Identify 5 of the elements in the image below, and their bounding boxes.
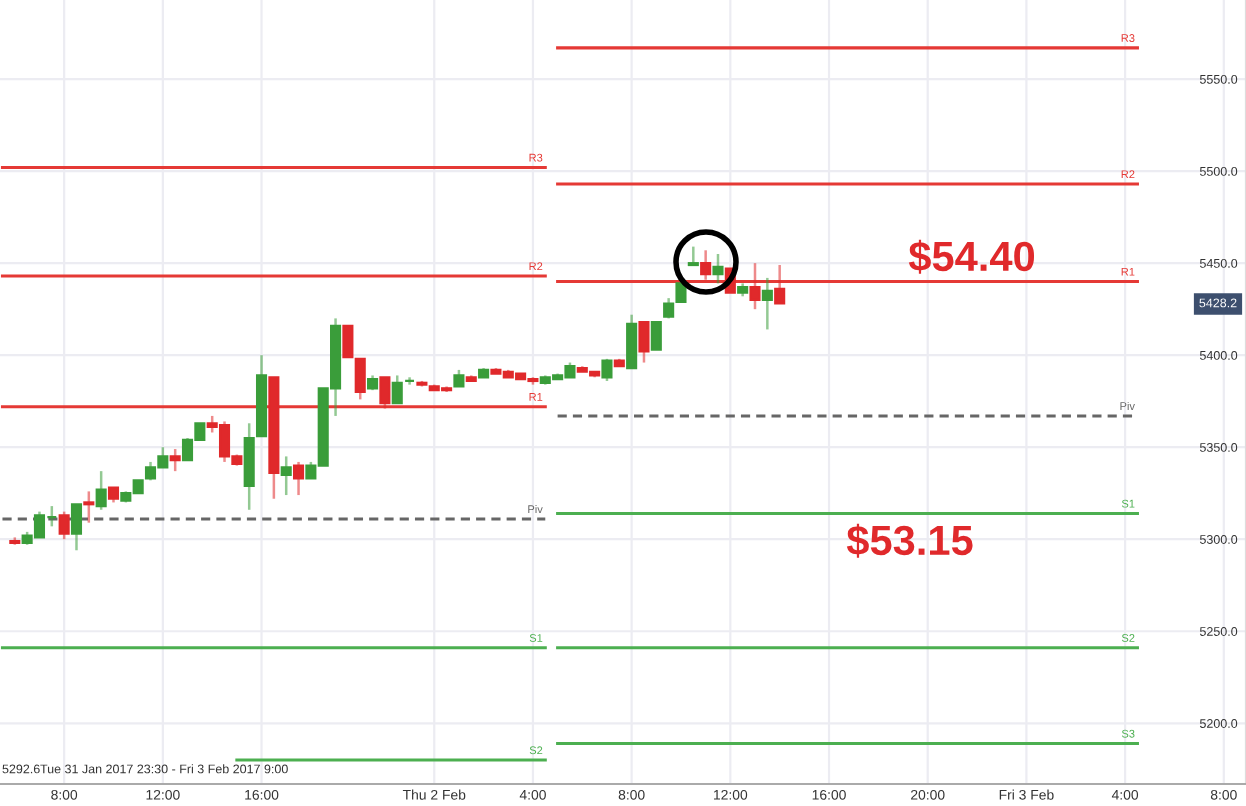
candlestick — [342, 324, 354, 359]
annotation: $53.15 — [846, 523, 973, 558]
annotation: $54.40 — [908, 239, 1035, 274]
candlestick — [675, 282, 687, 303]
candlestick — [650, 320, 662, 351]
